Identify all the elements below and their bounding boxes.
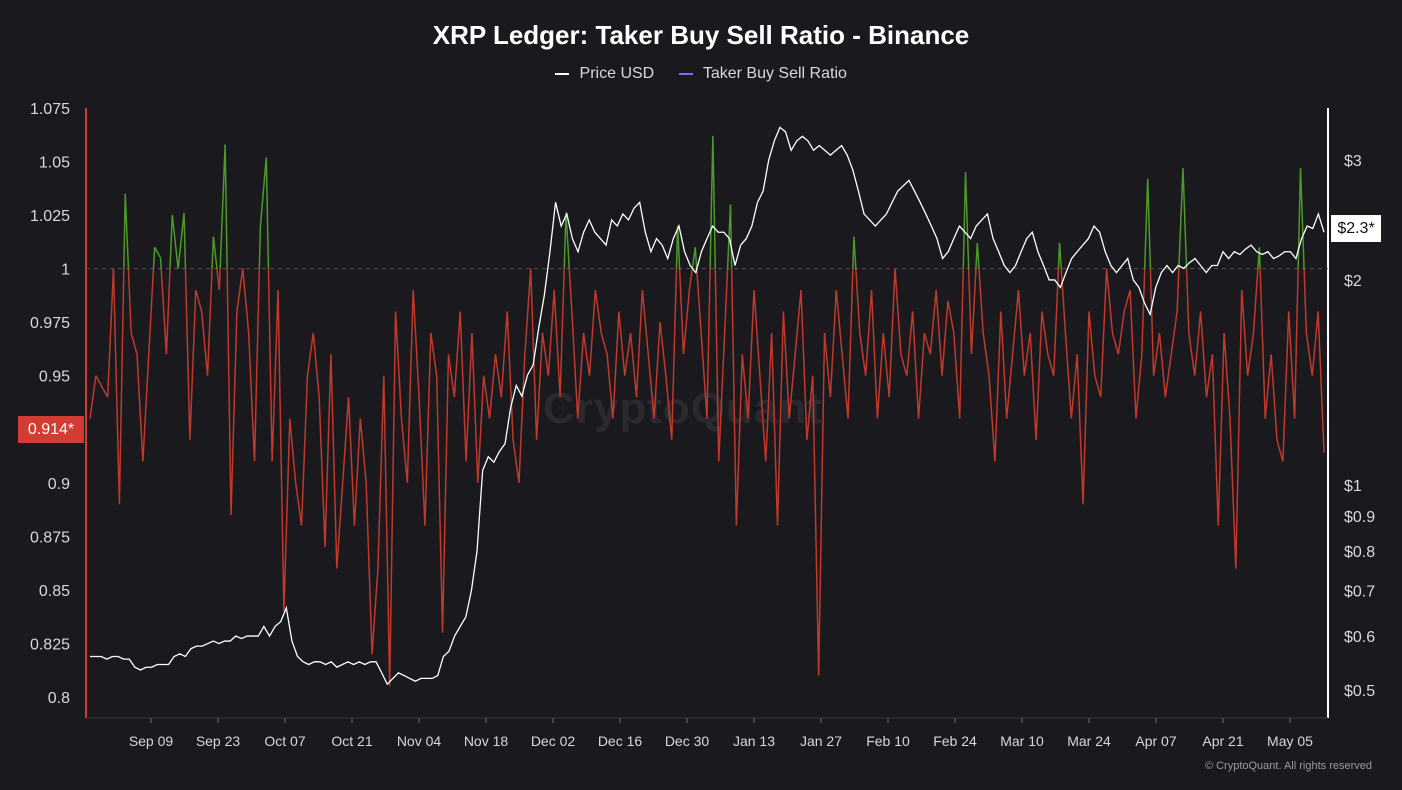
y-left-tick-label: 0.9 bbox=[48, 476, 70, 493]
y-right-tick-label: $0.8 bbox=[1344, 544, 1375, 561]
y-left-tick-label: 1.025 bbox=[30, 208, 70, 225]
x-tick-label: May 05 bbox=[1267, 733, 1313, 749]
y-left-tick-label: 0.975 bbox=[30, 315, 70, 332]
x-tick-label: Feb 10 bbox=[866, 733, 910, 749]
y-left-tick-label: 1.075 bbox=[30, 101, 70, 118]
y-left-tick-label: 0.85 bbox=[39, 583, 70, 600]
legend-item-ratio[interactable]: Taker Buy Sell Ratio bbox=[678, 65, 847, 83]
y-left-tick-label: 0.875 bbox=[30, 529, 70, 546]
x-tick-label: Nov 18 bbox=[464, 733, 509, 749]
x-tick-label: Dec 30 bbox=[665, 733, 710, 749]
x-tick-label: Mar 10 bbox=[1000, 733, 1044, 749]
price-series-line bbox=[90, 126, 1325, 686]
y-right-tick-label: $0.5 bbox=[1344, 683, 1375, 700]
x-tick-label: Dec 16 bbox=[598, 733, 643, 749]
y-right-tick-label: $0.6 bbox=[1344, 629, 1375, 646]
y-left-tick-label: 1 bbox=[61, 262, 70, 279]
x-tick-label: Jan 13 bbox=[733, 733, 775, 749]
watermark: CryptoQuant bbox=[543, 384, 823, 433]
y-left-tick-label: 0.8 bbox=[48, 690, 70, 707]
x-tick-label: Sep 23 bbox=[196, 733, 241, 749]
chart-title: XRP Ledger: Taker Buy Sell Ratio - Binan… bbox=[432, 20, 970, 50]
legend-swatch-ratio bbox=[678, 72, 693, 75]
x-tick-label: Dec 02 bbox=[531, 733, 576, 749]
x-tick-label: Oct 21 bbox=[331, 733, 372, 749]
legend-item-price[interactable]: Price USD bbox=[555, 65, 654, 83]
ratio-current-badge: 0.914* bbox=[18, 416, 84, 443]
y-left-tick-label: 0.825 bbox=[30, 636, 70, 653]
y-right-tick-label: $2 bbox=[1344, 273, 1362, 290]
x-tick-label: Mar 24 bbox=[1067, 733, 1111, 749]
x-tick-label: Nov 04 bbox=[397, 733, 442, 749]
chart-legend: Price USD Taker Buy Sell Ratio bbox=[0, 65, 1402, 83]
legend-label-ratio: Taker Buy Sell Ratio bbox=[702, 65, 847, 82]
x-tick-label: Jan 27 bbox=[800, 733, 842, 749]
price-current-badge: $2.3* bbox=[1331, 215, 1381, 242]
legend-swatch-price bbox=[555, 72, 570, 75]
y-right-tick-label: $1 bbox=[1344, 478, 1362, 495]
y-right-tick-label: $0.7 bbox=[1344, 583, 1375, 600]
ratio-series-below-one bbox=[89, 268, 1325, 687]
y-left-tick-label: 0.95 bbox=[39, 369, 70, 386]
x-tick-label: Oct 07 bbox=[264, 733, 305, 749]
y-right-tick-label: $0.9 bbox=[1344, 509, 1375, 526]
ratio-series-above-one bbox=[123, 135, 1305, 269]
y-left-tick-label: 1.05 bbox=[39, 155, 70, 172]
x-tick-label: Apr 07 bbox=[1135, 733, 1176, 749]
x-tick-label: Feb 24 bbox=[933, 733, 977, 749]
legend-label-price: Price USD bbox=[579, 65, 655, 82]
copyright-notice: © CryptoQuant. All rights reserved bbox=[1204, 760, 1372, 772]
x-tick-label: Apr 21 bbox=[1202, 733, 1243, 749]
x-tick-label: Sep 09 bbox=[129, 733, 174, 749]
y-right-tick-label: $3 bbox=[1344, 153, 1362, 170]
